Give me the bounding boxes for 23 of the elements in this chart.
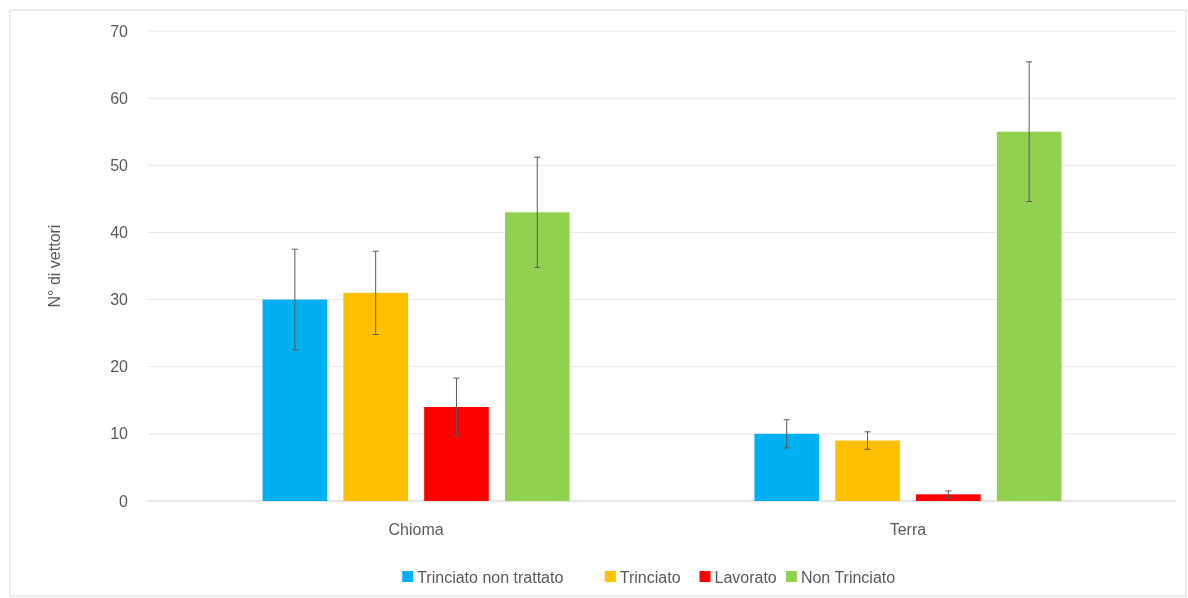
bar xyxy=(504,212,570,501)
bar xyxy=(754,433,820,501)
y-tick-label: 70 xyxy=(110,22,129,40)
x-tick-label: Chioma xyxy=(388,521,444,538)
bar xyxy=(424,407,489,501)
y-tick-label: 60 xyxy=(110,89,129,107)
y-tick-label: 30 xyxy=(110,291,129,309)
legend-label: Trinciato xyxy=(619,568,681,586)
y-tick-label: 50 xyxy=(110,156,129,174)
bar xyxy=(262,299,328,501)
y-tick-label: 40 xyxy=(110,224,129,242)
bar xyxy=(343,292,408,501)
legend-label: Trinciato non trattato xyxy=(417,568,564,586)
bar xyxy=(835,440,900,501)
y-tick-label: 10 xyxy=(110,425,129,443)
legend-label: Non Trinciato xyxy=(800,568,896,586)
x-tick-label: Terra xyxy=(889,521,927,538)
y-tick-label: 0 xyxy=(119,492,129,510)
legend-label: Lavorato xyxy=(714,568,777,586)
y-tick-label: 20 xyxy=(110,358,129,376)
y-axis-title: N° di vettori xyxy=(46,224,63,308)
bar xyxy=(916,494,981,501)
bar xyxy=(996,131,1062,501)
